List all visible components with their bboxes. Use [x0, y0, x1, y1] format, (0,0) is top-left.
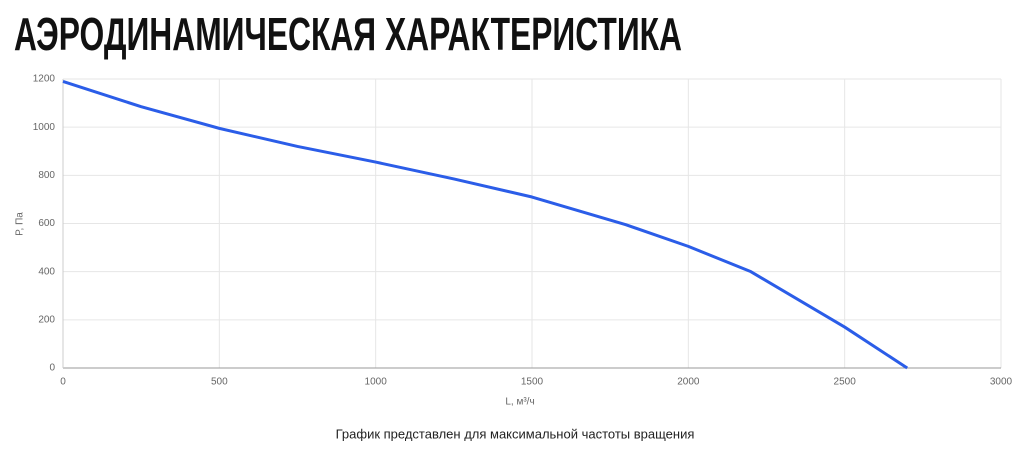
y-tick-label: 200 — [38, 314, 55, 325]
x-tick-label: 2000 — [677, 377, 700, 388]
x-axis-label: L, м³/ч — [505, 397, 534, 408]
chart-note: График представлен для максимальной част… — [336, 426, 695, 441]
x-tick-label: 2500 — [834, 377, 857, 388]
x-tick-label: 0 — [60, 377, 66, 388]
y-tick-label: 0 — [49, 363, 55, 374]
data-line — [62, 79, 909, 370]
chart-title: АЭРОДИНАМИЧЕСКАЯ ХАРАКТЕРИСТИКА — [14, 8, 682, 60]
x-tick-label: 1000 — [365, 377, 388, 388]
y-tick-label: 1200 — [33, 74, 56, 85]
y-tick-label: 400 — [38, 266, 55, 277]
y-tick-label: 1000 — [33, 122, 56, 133]
x-tick-label: 500 — [211, 377, 228, 388]
y-tick-label: 600 — [38, 218, 55, 229]
y-tick-label: 800 — [38, 170, 55, 181]
y-axis-label: P, Па — [15, 212, 26, 236]
x-tick-label: 3000 — [990, 377, 1013, 388]
x-tick-label: 1500 — [521, 377, 544, 388]
